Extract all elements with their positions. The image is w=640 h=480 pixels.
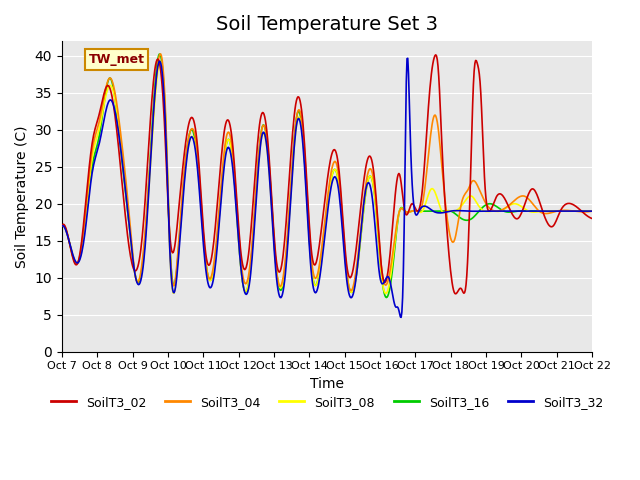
Line: SoilT3_08: SoilT3_08: [62, 61, 592, 293]
SoilT3_16: [383, 295, 390, 300]
SoilT3_02: [68, 250, 76, 255]
SoilT3_16: [177, 219, 184, 225]
SoilT3_02: [392, 192, 399, 198]
SoilT3_16: [68, 248, 76, 254]
SoilT3_16: [205, 275, 212, 281]
SoilT3_04: [156, 51, 164, 57]
Title: Soil Temperature Set 3: Soil Temperature Set 3: [216, 15, 438, 34]
SoilT3_32: [404, 55, 412, 61]
SoilT3_02: [176, 194, 184, 200]
SoilT3_02: [432, 52, 440, 58]
SoilT3_04: [177, 211, 184, 217]
SoilT3_16: [588, 208, 596, 214]
SoilT3_08: [68, 248, 76, 253]
Line: SoilT3_32: SoilT3_32: [62, 58, 592, 317]
SoilT3_04: [588, 208, 596, 214]
SoilT3_08: [588, 208, 596, 214]
SoilT3_16: [122, 195, 130, 201]
SoilT3_08: [122, 190, 130, 196]
SoilT3_04: [68, 249, 76, 254]
SoilT3_02: [407, 203, 415, 208]
SoilT3_08: [58, 223, 66, 229]
SoilT3_04: [393, 221, 401, 227]
SoilT3_02: [204, 262, 212, 267]
SoilT3_02: [452, 291, 460, 297]
Y-axis label: Soil Temperature (C): Soil Temperature (C): [15, 125, 29, 267]
SoilT3_32: [397, 314, 405, 320]
X-axis label: Time: Time: [310, 377, 344, 391]
Line: SoilT3_16: SoilT3_16: [62, 54, 592, 298]
SoilT3_32: [122, 192, 130, 198]
SoilT3_04: [122, 180, 130, 185]
SoilT3_04: [408, 208, 416, 214]
Legend: SoilT3_02, SoilT3_04, SoilT3_08, SoilT3_16, SoilT3_32: SoilT3_02, SoilT3_04, SoilT3_08, SoilT3_…: [46, 391, 608, 414]
SoilT3_08: [205, 276, 212, 281]
Line: SoilT3_04: SoilT3_04: [62, 54, 592, 291]
SoilT3_32: [176, 236, 184, 242]
SoilT3_16: [58, 223, 66, 229]
SoilT3_16: [393, 227, 401, 232]
SoilT3_32: [588, 208, 596, 214]
SoilT3_32: [392, 303, 399, 309]
SoilT3_16: [408, 208, 416, 214]
SoilT3_32: [58, 223, 66, 229]
SoilT3_02: [122, 219, 130, 225]
SoilT3_04: [347, 288, 355, 294]
SoilT3_16: [156, 51, 164, 57]
SoilT3_02: [588, 216, 596, 221]
SoilT3_08: [156, 58, 164, 64]
SoilT3_32: [408, 181, 416, 187]
SoilT3_04: [58, 223, 66, 229]
SoilT3_08: [393, 224, 401, 229]
SoilT3_08: [177, 219, 184, 225]
SoilT3_02: [58, 223, 66, 229]
SoilT3_32: [204, 280, 212, 286]
SoilT3_08: [408, 208, 416, 214]
Line: SoilT3_02: SoilT3_02: [62, 55, 592, 294]
SoilT3_32: [68, 247, 76, 253]
Text: TW_met: TW_met: [88, 53, 145, 66]
SoilT3_04: [205, 275, 212, 281]
SoilT3_08: [382, 290, 390, 296]
